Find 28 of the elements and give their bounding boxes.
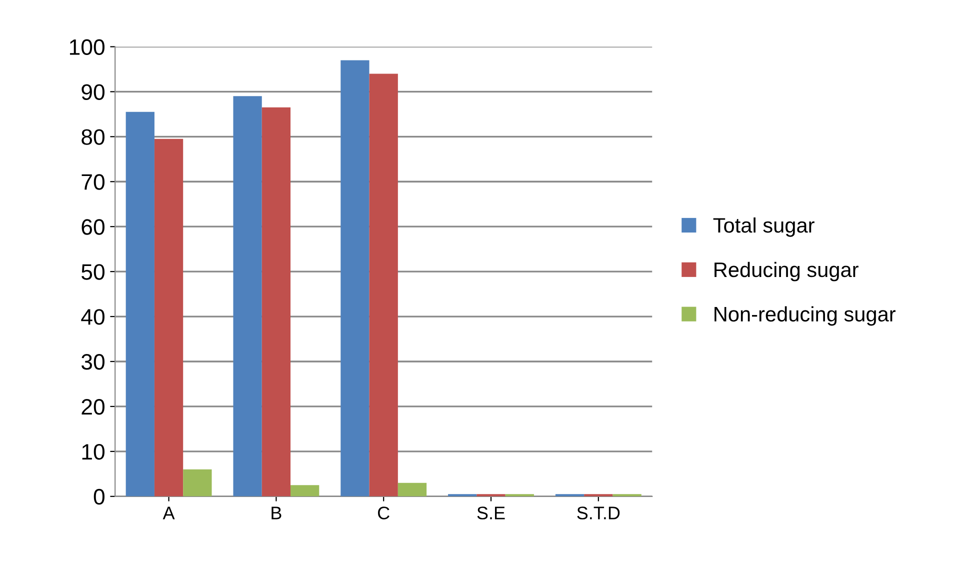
bar: [233, 96, 262, 496]
bar: [126, 112, 154, 496]
x-tick-label: S.T.D: [577, 506, 620, 520]
bar: [369, 74, 398, 496]
legend-label: Non-reducing sugar: [714, 306, 896, 326]
y-tick-label: 40: [81, 309, 104, 325]
bar: [290, 485, 320, 496]
bar: [183, 469, 212, 496]
x-tick-label: S.E: [477, 506, 505, 520]
bar: [340, 60, 370, 496]
x-tick-label: A: [162, 506, 175, 520]
y-tick-label: 0: [94, 488, 104, 505]
legend-label: Total sugar: [713, 217, 814, 237]
y-tick-label: 50: [82, 264, 104, 280]
y-tick-label: 20: [82, 399, 104, 415]
y-tick-label: 90: [82, 84, 104, 100]
bar: [398, 482, 427, 496]
bar: [262, 107, 291, 496]
y-tick-label: 60: [82, 219, 104, 235]
x-tick-label: B: [272, 506, 282, 520]
y-tick-label: 80: [82, 129, 104, 145]
y-tick-label: 30: [81, 354, 104, 370]
y-tick-label: 70: [82, 174, 104, 190]
bar: [154, 138, 184, 496]
legend-label: Reducing sugar: [714, 262, 858, 282]
y-tick-label: 100: [70, 39, 104, 55]
y-tick-label: 10: [82, 444, 104, 460]
x-tick-label: C: [378, 506, 390, 520]
